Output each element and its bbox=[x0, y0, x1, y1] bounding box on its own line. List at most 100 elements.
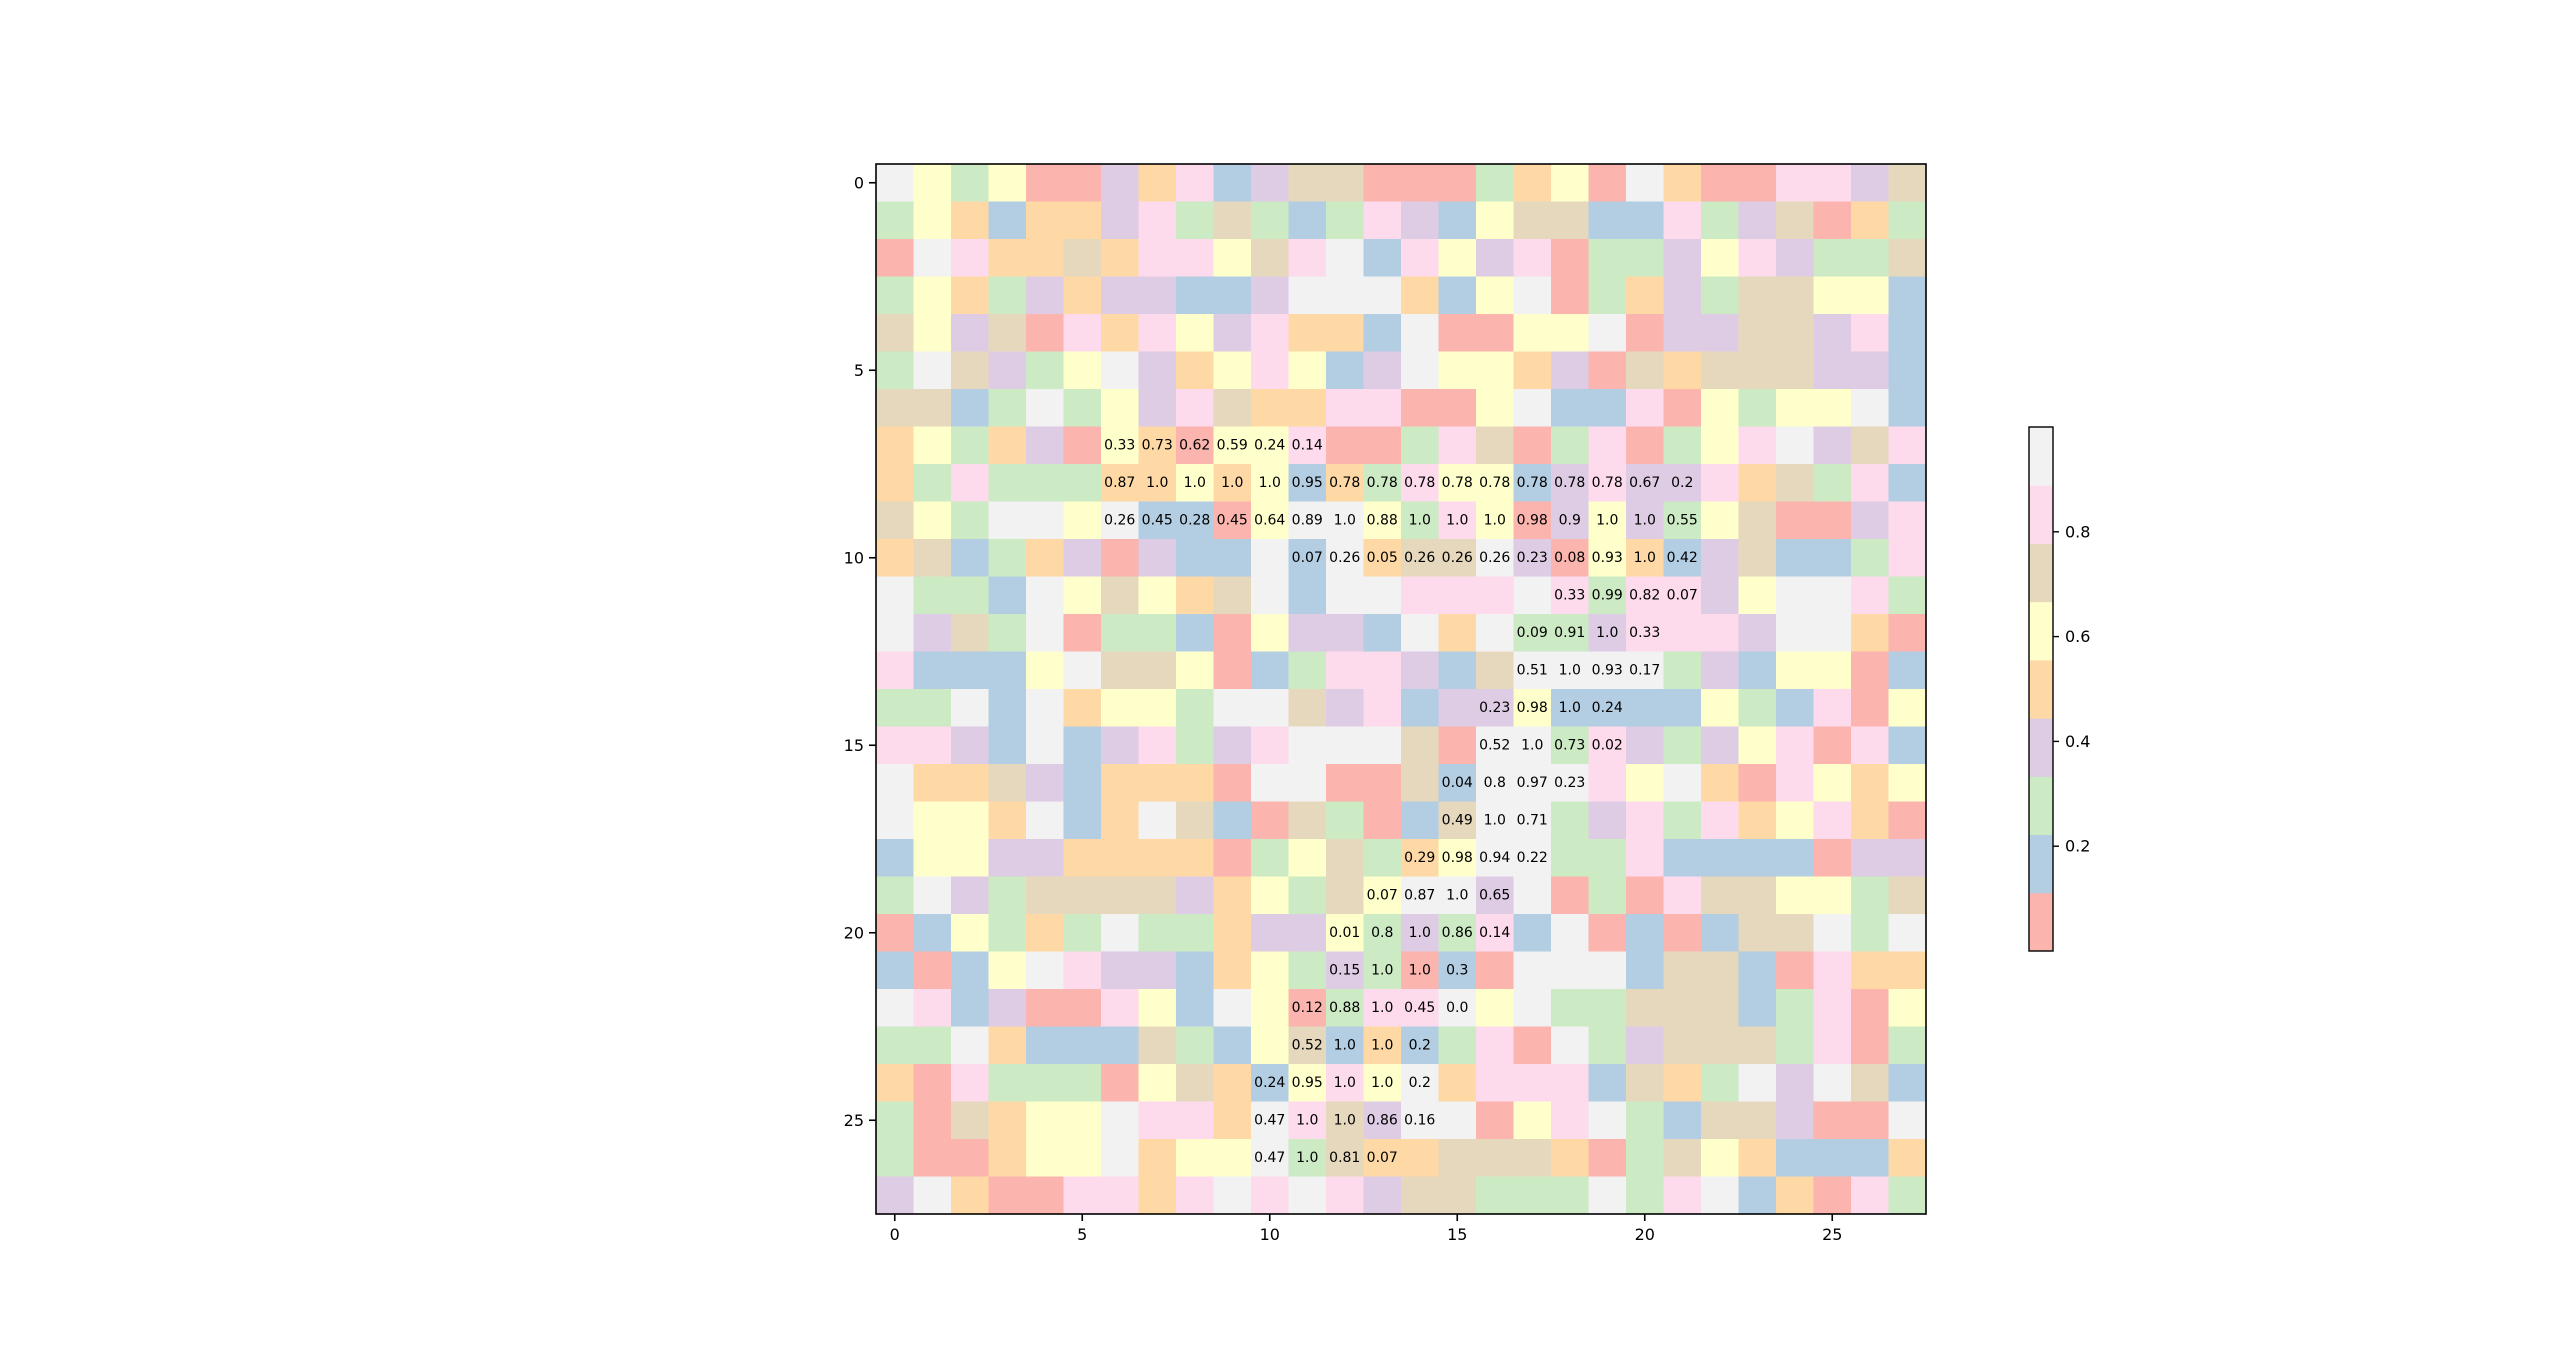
heatmap-cell bbox=[1476, 726, 1515, 765]
heatmap-cell bbox=[913, 876, 952, 915]
heatmap-cell bbox=[1063, 426, 1102, 465]
heatmap-cell bbox=[1026, 1026, 1065, 1065]
heatmap-cell bbox=[1476, 351, 1515, 390]
heatmap-cell bbox=[951, 576, 990, 615]
heatmap-cell bbox=[1551, 464, 1590, 503]
heatmap-cell bbox=[1588, 914, 1627, 953]
heatmap-cell bbox=[1588, 539, 1627, 578]
heatmap-cell bbox=[1701, 201, 1740, 240]
heatmap-cell bbox=[1438, 314, 1477, 353]
heatmap-cell bbox=[913, 464, 952, 503]
cell-annotation: 1.0 bbox=[1634, 512, 1656, 528]
cell-annotation: 0.8 bbox=[1484, 775, 1506, 791]
cell-annotation: 0.78 bbox=[1479, 475, 1510, 491]
cell-annotation: 0.52 bbox=[1479, 737, 1510, 753]
heatmap-cell bbox=[1738, 201, 1777, 240]
cell-annotation: 0.73 bbox=[1142, 437, 1173, 453]
heatmap-cell bbox=[1026, 201, 1065, 240]
heatmap-cell bbox=[1701, 951, 1740, 990]
heatmap-cell bbox=[1701, 389, 1740, 428]
heatmap-cell bbox=[1101, 614, 1140, 653]
heatmap-cell bbox=[1101, 276, 1140, 315]
heatmap-cell bbox=[1176, 539, 1215, 578]
heatmap-cell bbox=[1326, 389, 1365, 428]
heatmap-cell bbox=[1213, 989, 1252, 1028]
heatmap-cell bbox=[1063, 614, 1102, 653]
heatmap-cell bbox=[1326, 576, 1365, 615]
heatmap-cell bbox=[1663, 989, 1702, 1028]
heatmap-cell bbox=[1326, 164, 1365, 203]
heatmap-cell bbox=[1138, 239, 1177, 278]
heatmap-cell bbox=[988, 1139, 1027, 1178]
cell-annotation: 0.3 bbox=[1446, 962, 1468, 978]
heatmap-cell bbox=[1851, 1026, 1890, 1065]
heatmap-cell bbox=[1551, 576, 1590, 615]
heatmap-cell bbox=[876, 464, 915, 503]
x-tick-label: 20 bbox=[1635, 1225, 1655, 1244]
heatmap-cell bbox=[1738, 651, 1777, 690]
heatmap-cell bbox=[1888, 689, 1927, 728]
cell-annotation: 1.0 bbox=[1409, 925, 1431, 941]
heatmap-cell bbox=[913, 276, 952, 315]
heatmap-cell bbox=[1888, 1064, 1927, 1103]
heatmap-cell bbox=[1663, 651, 1702, 690]
heatmap-cell bbox=[1626, 276, 1665, 315]
cell-annotation: 0.78 bbox=[1517, 475, 1548, 491]
heatmap-cell bbox=[876, 276, 915, 315]
heatmap-cell bbox=[1513, 801, 1552, 840]
heatmap-cell bbox=[1513, 389, 1552, 428]
heatmap-cell bbox=[1176, 651, 1215, 690]
heatmap-cell bbox=[1663, 876, 1702, 915]
heatmap-cell bbox=[1438, 501, 1477, 540]
heatmap-cell bbox=[1476, 689, 1515, 728]
heatmap-cell bbox=[1288, 689, 1327, 728]
heatmap-cell bbox=[1888, 1026, 1927, 1065]
heatmap-cell bbox=[1063, 689, 1102, 728]
heatmap-cell bbox=[1063, 539, 1102, 578]
heatmap-cell bbox=[1588, 426, 1627, 465]
heatmap-cell bbox=[1138, 876, 1177, 915]
heatmap-cell bbox=[1851, 989, 1890, 1028]
heatmap-cell bbox=[1888, 201, 1927, 240]
heatmap-cell bbox=[1363, 1101, 1402, 1140]
heatmap-cell bbox=[1101, 989, 1140, 1028]
heatmap-cell bbox=[1551, 651, 1590, 690]
heatmap-cell bbox=[1176, 614, 1215, 653]
heatmap-cell bbox=[1063, 351, 1102, 390]
cell-annotation: 0.23 bbox=[1479, 700, 1510, 716]
colorbar-segment bbox=[2029, 427, 2053, 486]
heatmap-cell bbox=[1251, 989, 1290, 1028]
heatmap-cell bbox=[1588, 314, 1627, 353]
heatmap-cell bbox=[1813, 539, 1852, 578]
cell-annotation: 0.89 bbox=[1292, 512, 1323, 528]
heatmap-cell bbox=[1476, 951, 1515, 990]
heatmap-cell bbox=[1776, 351, 1815, 390]
heatmap-cell bbox=[1513, 1064, 1552, 1103]
heatmap-cell bbox=[1588, 614, 1627, 653]
heatmap-cell bbox=[951, 689, 990, 728]
heatmap-cell bbox=[1476, 914, 1515, 953]
cell-annotation: 0.78 bbox=[1554, 475, 1585, 491]
heatmap-cell bbox=[1588, 1064, 1627, 1103]
heatmap-cell bbox=[1663, 689, 1702, 728]
heatmap-cell bbox=[1626, 989, 1665, 1028]
cell-annotation: 0.45 bbox=[1404, 1000, 1435, 1016]
heatmap-cell bbox=[1438, 689, 1477, 728]
heatmap-cell bbox=[876, 689, 915, 728]
cell-annotation: 0.71 bbox=[1517, 812, 1548, 828]
heatmap-cell bbox=[1513, 1139, 1552, 1178]
heatmap-cell bbox=[1251, 239, 1290, 278]
heatmap-cell bbox=[1363, 576, 1402, 615]
heatmap-cell bbox=[1138, 839, 1177, 878]
heatmap-cell bbox=[1476, 539, 1515, 578]
heatmap-cell bbox=[1738, 989, 1777, 1028]
heatmap-cell bbox=[1363, 539, 1402, 578]
heatmap-cell bbox=[1701, 614, 1740, 653]
heatmap-cell bbox=[1063, 801, 1102, 840]
heatmap-cell bbox=[1513, 464, 1552, 503]
cell-annotation: 1.0 bbox=[1409, 512, 1431, 528]
heatmap-cell bbox=[1026, 989, 1065, 1028]
heatmap-cell bbox=[1888, 1101, 1927, 1140]
heatmap-cell bbox=[1888, 1139, 1927, 1178]
heatmap-cell bbox=[913, 951, 952, 990]
